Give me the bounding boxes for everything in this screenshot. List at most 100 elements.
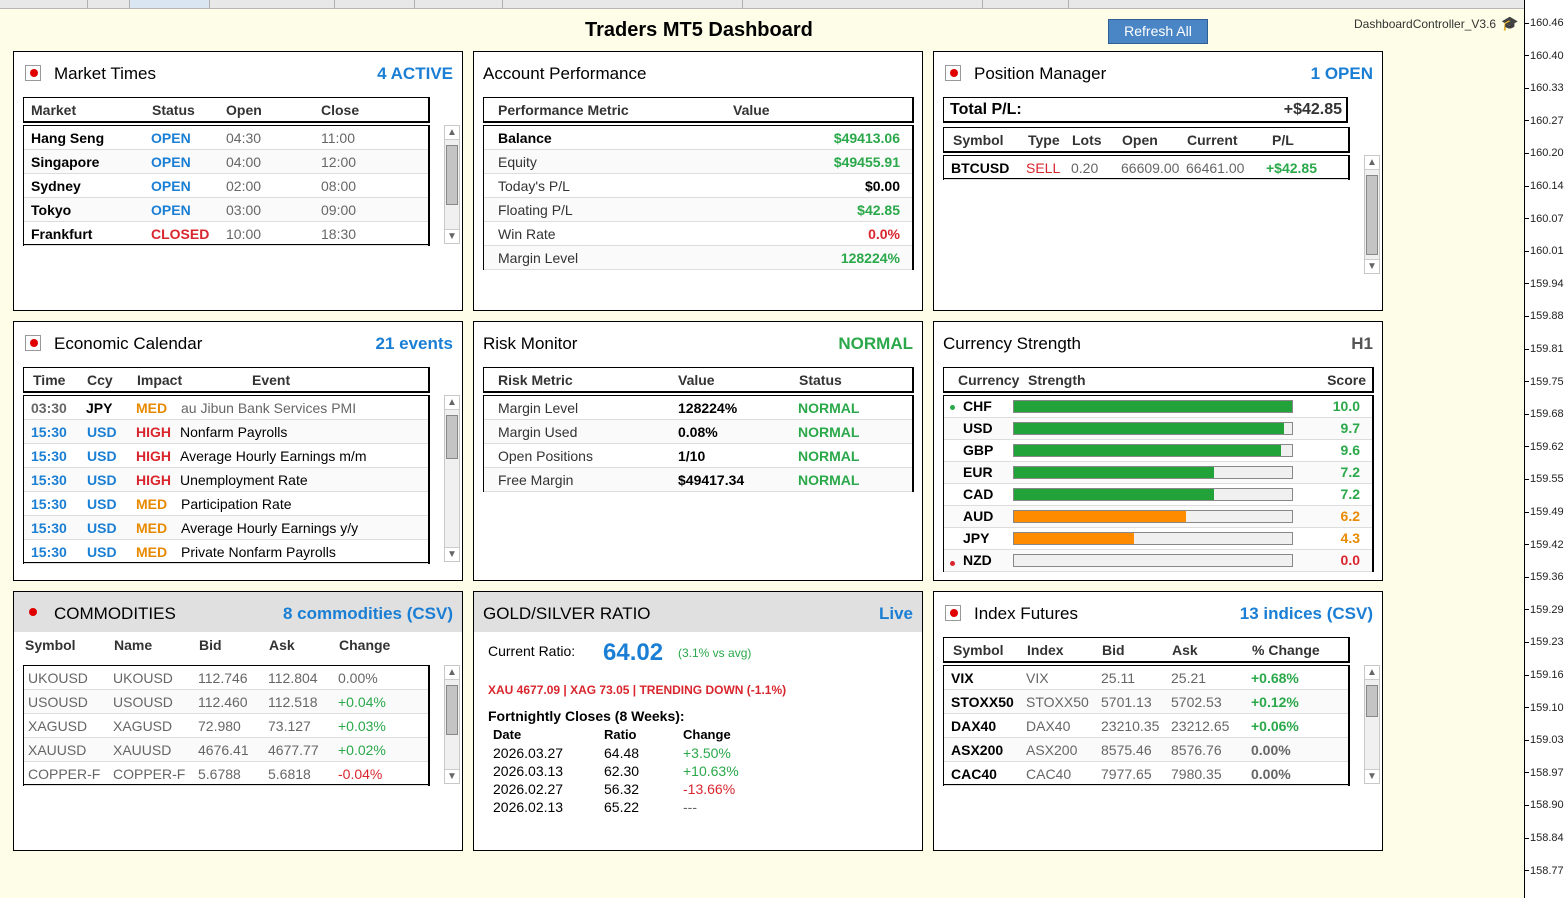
- column-header: Market: [31, 102, 77, 118]
- calendar-scrollbar[interactable]: ▲ ▼: [444, 395, 460, 562]
- close-date: 2026.02.27: [493, 781, 564, 797]
- index-change: +0.06%: [1251, 718, 1299, 734]
- scroll-thumb[interactable]: [446, 415, 458, 459]
- table-row[interactable]: 15:30 USD MED Participation Rate: [24, 492, 428, 516]
- status-dot-icon[interactable]: [25, 605, 41, 621]
- strength-score: 4.3: [1340, 530, 1360, 546]
- price-tick: 160.20: [1525, 147, 1565, 159]
- close-date: 2026.03.13: [493, 763, 564, 779]
- event-title: Participation Rate: [181, 496, 292, 512]
- price-tick: 158.84: [1525, 832, 1565, 844]
- scroll-thumb[interactable]: [1366, 175, 1378, 255]
- table-row[interactable]: 15:30 USD HIGH Unemployment Rate: [24, 468, 428, 492]
- metric-value: 0.0%: [868, 226, 900, 242]
- status-dot-icon[interactable]: [945, 65, 961, 81]
- column-header: Open: [226, 102, 262, 118]
- scroll-up-icon[interactable]: ▲: [445, 666, 459, 680]
- table-row[interactable]: 03:30 JPY MED au Jibun Bank Services PMI: [24, 396, 428, 420]
- market-table-body: Hang Seng OPEN 04:30 11:00 Singapore OPEN 04:0…: [23, 125, 430, 246]
- closes-row: 2026.02.13 65.22 ---: [493, 799, 793, 817]
- table-row[interactable]: Frankfurt CLOSED 10:00 18:30: [24, 222, 428, 246]
- indices-scrollbar[interactable]: ▲ ▼: [1364, 665, 1380, 784]
- index-ask: 25.21: [1171, 670, 1207, 686]
- index-ask: 8576.76: [1171, 742, 1222, 758]
- metric-label: Today's P/L: [498, 178, 570, 194]
- table-row[interactable]: Singapore OPEN 04:00 12:00: [24, 150, 428, 174]
- table-row[interactable]: UKOUSD UKOUSD 112.746 112.804 0.00%: [24, 666, 428, 690]
- table-row[interactable]: 15:30 USD HIGH Average Hourly Earnings m/m: [24, 444, 428, 468]
- commodity-ask: 4677.77: [268, 742, 319, 758]
- table-header: Time Ccy Impact Event: [23, 367, 430, 393]
- scroll-down-icon[interactable]: ▼: [1365, 769, 1379, 783]
- table-row[interactable]: STOXX50 STOXX50 5701.13 5702.53 +0.12%: [944, 690, 1348, 714]
- scroll-thumb[interactable]: [446, 685, 458, 735]
- metric-value: $49455.91: [833, 154, 900, 170]
- scroll-thumb[interactable]: [1366, 685, 1378, 717]
- scroll-up-icon[interactable]: ▲: [1365, 666, 1379, 680]
- event-impact: HIGH: [136, 448, 171, 464]
- index-symbol: VIX: [951, 670, 974, 686]
- market-name: Sydney: [31, 178, 81, 194]
- panel-header: Risk Monitor NORMAL: [474, 322, 922, 362]
- position-type: SELL: [1026, 160, 1061, 176]
- table-row[interactable]: XAUUSD XAUUSD 4676.41 4677.77 +0.02%: [24, 738, 428, 762]
- table-row[interactable]: VIX VIX 25.11 25.21 +0.68%: [944, 666, 1348, 690]
- column-header: Index: [1027, 642, 1064, 658]
- column-header: Currency: [958, 372, 1020, 388]
- table-row[interactable]: COPPER-F COPPER-F 5.6788 5.6818 -0.04%: [24, 762, 428, 786]
- price-tick: 160.01: [1525, 245, 1565, 257]
- scroll-up-icon[interactable]: ▲: [445, 126, 459, 140]
- status-dot-icon[interactable]: [945, 605, 961, 621]
- status-dot-icon[interactable]: [25, 65, 41, 81]
- table-row[interactable]: XAGUSD XAGUSD 72.980 73.127 +0.03%: [24, 714, 428, 738]
- column-header: Current: [1187, 132, 1238, 148]
- column-header: Name: [114, 637, 153, 653]
- table-row[interactable]: Sydney OPEN 02:00 08:00: [24, 174, 428, 198]
- table-header: Risk Metric Value Status: [483, 367, 914, 393]
- scroll-down-icon[interactable]: ▼: [1365, 259, 1379, 273]
- table-row[interactable]: Tokyo OPEN 03:00 09:00: [24, 198, 428, 222]
- event-title: Private Nonfarm Payrolls: [181, 544, 336, 560]
- commodity-bid: 112.460: [198, 694, 248, 710]
- strength-score: 10.0: [1332, 398, 1360, 414]
- scroll-down-icon[interactable]: ▼: [445, 229, 459, 243]
- price-tick: 159.29: [1525, 604, 1565, 616]
- column-header: Change: [339, 637, 391, 653]
- refresh-all-button[interactable]: Refresh All: [1108, 19, 1208, 44]
- commodity-ask: 112.804: [268, 670, 318, 686]
- panel-title: Market Times: [54, 64, 157, 83]
- column-header: P/L: [1272, 132, 1294, 148]
- table-row: Margin Level 128224% NORMAL: [484, 396, 912, 420]
- table-header: Currency Strength Score: [943, 367, 1374, 393]
- table-row[interactable]: ASX200 ASX200 8575.46 8576.76 0.00%: [944, 738, 1348, 762]
- table-row[interactable]: USOUSD USOUSD 112.460 112.518 +0.04%: [24, 690, 428, 714]
- commodities-scrollbar[interactable]: ▲ ▼: [444, 665, 460, 784]
- scroll-up-icon[interactable]: ▲: [1365, 156, 1379, 170]
- risk-monitor-panel: Risk Monitor NORMAL Risk Metric Value St…: [473, 321, 923, 581]
- table-row[interactable]: 15:30 USD MED Average Hourly Earnings y/y: [24, 516, 428, 540]
- scroll-down-icon[interactable]: ▼: [445, 769, 459, 783]
- market-status: OPEN: [151, 130, 191, 146]
- table-row[interactable]: Hang Seng OPEN 04:30 11:00: [24, 126, 428, 150]
- table-row[interactable]: BTCUSD SELL 0.20 66609.00 66461.00 +$42.85: [944, 156, 1348, 180]
- scroll-up-icon[interactable]: ▲: [445, 396, 459, 410]
- positions-scrollbar[interactable]: ▲ ▼: [1364, 155, 1380, 274]
- strength-score: 0.0: [1340, 552, 1360, 568]
- market-scrollbar[interactable]: ▲ ▼: [444, 125, 460, 244]
- table-row: Margin Level 128224%: [484, 246, 912, 270]
- strength-score: 7.2: [1340, 464, 1360, 480]
- column-header: Time: [33, 372, 66, 388]
- table-row[interactable]: DAX40 DAX40 23210.35 23212.65 +0.06%: [944, 714, 1348, 738]
- market-times-panel: Market Times 4 ACTIVE Market Status Open…: [13, 51, 463, 311]
- dashboard-title: Traders MT5 Dashboard: [585, 19, 813, 41]
- table-row[interactable]: 15:30 USD MED Private Nonfarm Payrolls: [24, 540, 428, 564]
- scroll-down-icon[interactable]: ▼: [445, 547, 459, 561]
- table-row[interactable]: 15:30 USD HIGH Nonfarm Payrolls: [24, 420, 428, 444]
- status-dot-icon[interactable]: [25, 335, 41, 351]
- market-close: 12:00: [321, 154, 357, 170]
- close-ratio: 62.30: [604, 763, 640, 779]
- market-open: 02:00: [226, 178, 262, 194]
- table-row[interactable]: CAC40 CAC40 7977.65 7980.35 0.00%: [944, 762, 1348, 786]
- panel-header: Currency Strength H1: [934, 322, 1382, 362]
- scroll-thumb[interactable]: [446, 145, 458, 205]
